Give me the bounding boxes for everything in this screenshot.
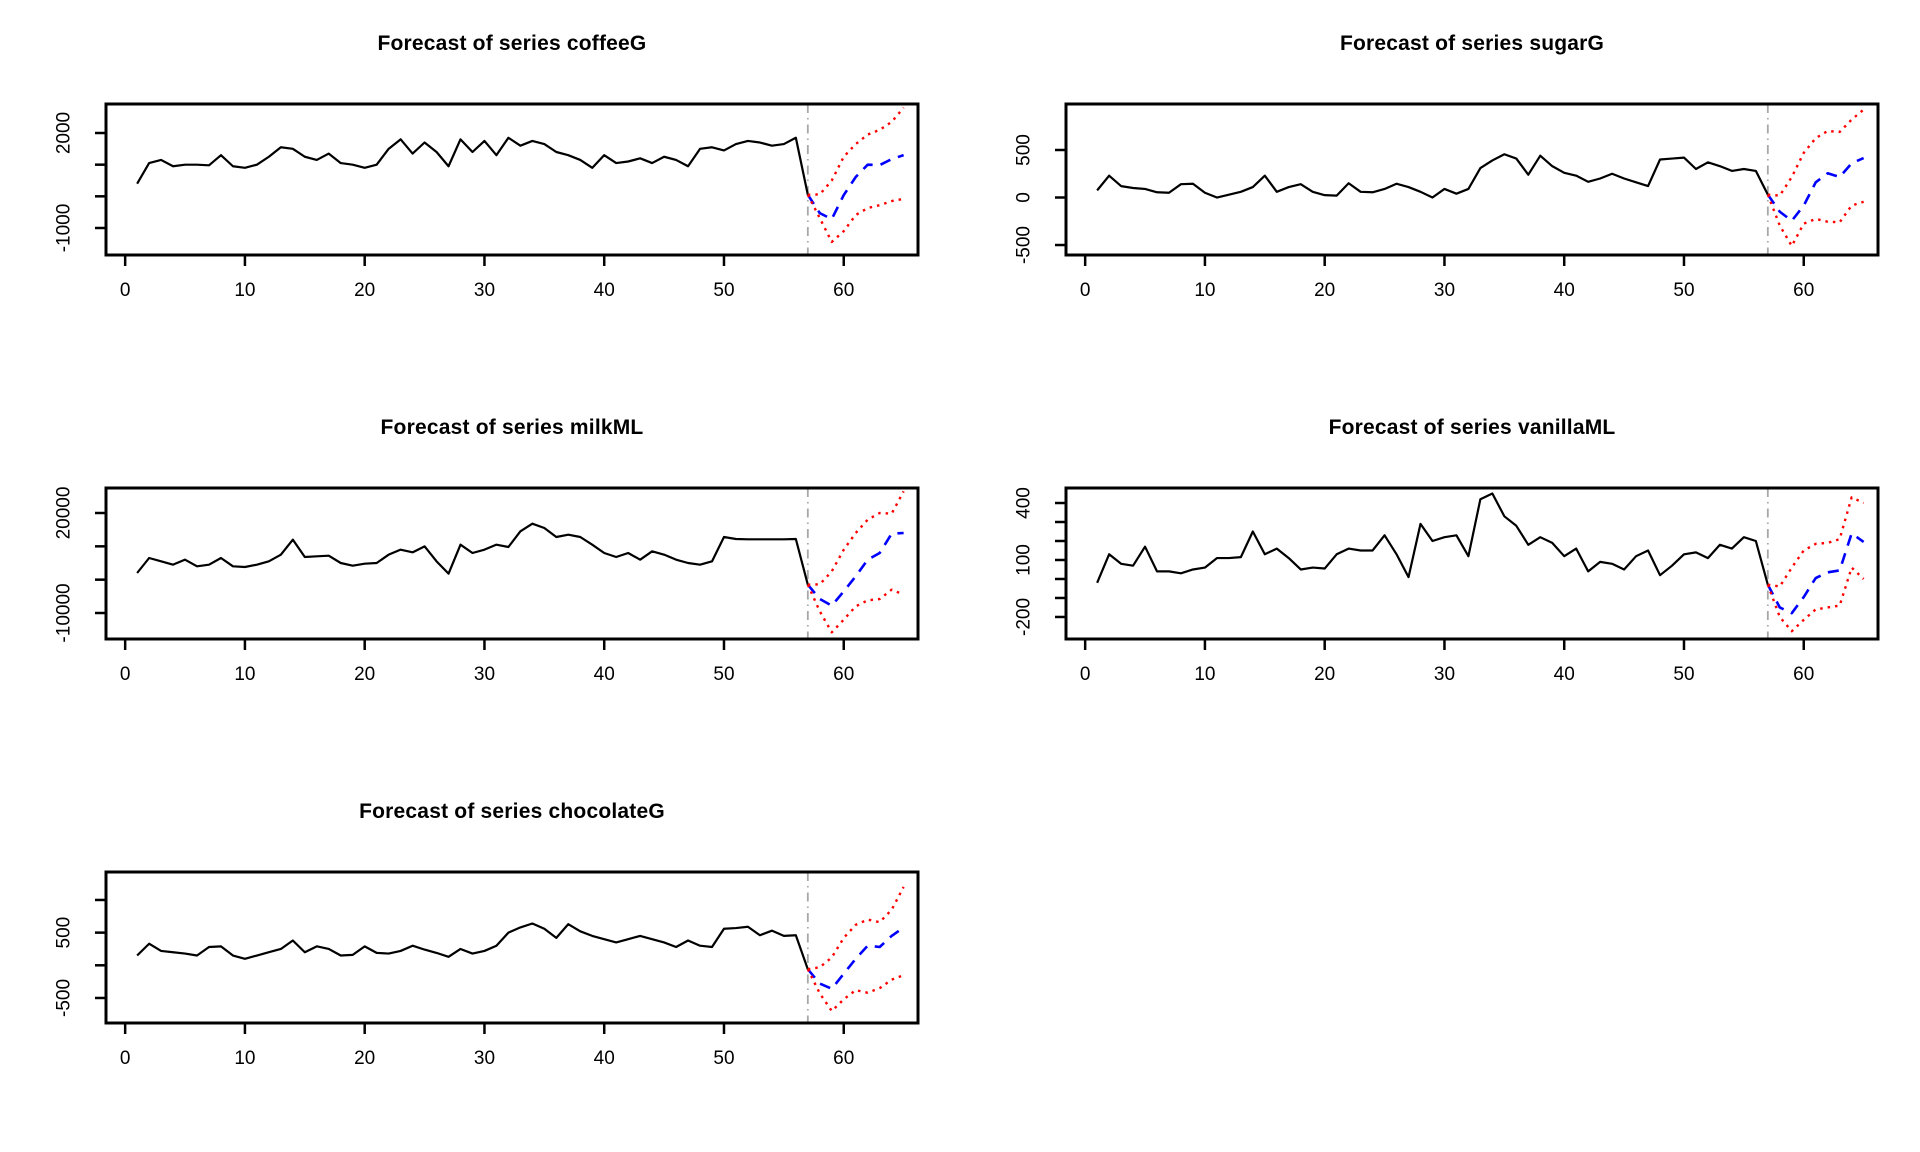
milkML-plot-svg: 0 10 20 30 40 50 60 20000 -10000 — [54, 486, 920, 685]
svg-text:-200: -200 — [1014, 598, 1035, 636]
svg-text:10: 10 — [234, 664, 255, 685]
chart-title-vanillaML: Forecast of series vanillaML — [1328, 416, 1616, 439]
forecast-chart-milkML: Forecast of series milkML 0 10 20 30 40 50 60 2… — [0, 384, 960, 768]
forecast-chart-coffeeG: Forecast of series coffeeG 0 10 20 30 40 50 60… — [0, 0, 960, 384]
svg-text:2000: 2000 — [54, 112, 75, 154]
forecast-chart-vanillaML: Forecast of series vanillaML 0 10 20 30 40 50… — [960, 384, 1920, 768]
svg-text:20: 20 — [354, 664, 375, 685]
svg-text:-1000: -1000 — [54, 204, 75, 253]
chart-title-chocolateG: Forecast of series chocolateG — [359, 800, 665, 823]
svg-text:20000: 20000 — [54, 487, 75, 540]
svg-text:50: 50 — [713, 664, 734, 685]
coffeeG-plot-svg: 0 10 20 30 40 50 60 2000 -1000 — [54, 102, 920, 301]
svg-text:10: 10 — [1194, 664, 1215, 685]
chart-title-milkML: Forecast of series milkML — [380, 416, 644, 439]
svg-text:60: 60 — [833, 1048, 854, 1069]
svg-text:40: 40 — [594, 1048, 615, 1069]
svg-text:50: 50 — [713, 280, 734, 301]
svg-text:0: 0 — [1080, 664, 1091, 685]
chart-title-sugarG: Forecast of series sugarG — [1339, 32, 1605, 55]
svg-text:-500: -500 — [1014, 226, 1035, 264]
svg-text:400: 400 — [1014, 487, 1035, 519]
svg-text:0: 0 — [120, 664, 131, 685]
svg-text:30: 30 — [1434, 280, 1455, 301]
svg-text:10: 10 — [234, 280, 255, 301]
svg-text:20: 20 — [354, 280, 375, 301]
svg-text:0: 0 — [1014, 192, 1035, 203]
sugarG-plot-svg: 0 10 20 30 40 50 60 500 0 -500 — [1014, 102, 1880, 301]
svg-text:-500: -500 — [54, 979, 75, 1017]
svg-text:20: 20 — [1314, 280, 1335, 301]
forecast-chart-chocolateG: Forecast of series chocolateG 0 10 20 30 40 5… — [0, 768, 960, 1152]
svg-text:20: 20 — [1314, 664, 1335, 685]
forecast-chart-sugarG: Forecast of series sugarG 0 10 20 30 40 50 60 5… — [960, 0, 1920, 384]
svg-text:40: 40 — [594, 280, 615, 301]
svg-text:0: 0 — [120, 280, 131, 301]
svg-text:0: 0 — [1080, 280, 1091, 301]
svg-text:60: 60 — [833, 664, 854, 685]
svg-text:40: 40 — [1554, 664, 1575, 685]
svg-text:30: 30 — [474, 664, 495, 685]
svg-text:0: 0 — [120, 1048, 131, 1069]
chart-title-coffeeG: Forecast of series coffeeG — [377, 32, 647, 55]
svg-text:50: 50 — [713, 1048, 734, 1069]
svg-text:30: 30 — [1434, 664, 1455, 685]
svg-text:500: 500 — [54, 917, 75, 949]
svg-text:60: 60 — [1793, 664, 1814, 685]
chocolateG-plot-svg: 0 10 20 30 40 50 60 500 -500 — [54, 870, 920, 1069]
svg-text:60: 60 — [833, 280, 854, 301]
svg-text:-10000: -10000 — [54, 583, 75, 642]
svg-text:10: 10 — [1194, 280, 1215, 301]
svg-text:40: 40 — [594, 664, 615, 685]
vanillaML-plot-svg: 0 10 20 30 40 50 60 400 100 -200 — [1014, 486, 1880, 685]
svg-text:100: 100 — [1014, 544, 1035, 576]
svg-text:40: 40 — [1554, 280, 1575, 301]
svg-text:60: 60 — [1793, 280, 1814, 301]
svg-text:10: 10 — [234, 1048, 255, 1069]
svg-text:30: 30 — [474, 1048, 495, 1069]
svg-text:30: 30 — [474, 280, 495, 301]
svg-text:50: 50 — [1673, 280, 1694, 301]
svg-text:20: 20 — [354, 1048, 375, 1069]
svg-text:50: 50 — [1673, 664, 1694, 685]
svg-text:500: 500 — [1014, 134, 1035, 166]
